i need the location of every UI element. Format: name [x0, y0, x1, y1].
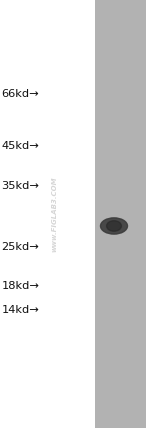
Text: 45kd→: 45kd→ [2, 140, 39, 151]
Ellipse shape [106, 221, 122, 231]
Text: 35kd→: 35kd→ [2, 181, 39, 191]
Text: 25kd→: 25kd→ [2, 242, 39, 253]
Text: 18kd→: 18kd→ [2, 281, 39, 291]
Text: 66kd→: 66kd→ [2, 89, 39, 99]
Text: www.FIGLAB3.COM: www.FIGLAB3.COM [51, 176, 57, 252]
Bar [95, 0, 146, 428]
Text: 14kd→: 14kd→ [2, 305, 39, 315]
Ellipse shape [100, 218, 127, 234]
